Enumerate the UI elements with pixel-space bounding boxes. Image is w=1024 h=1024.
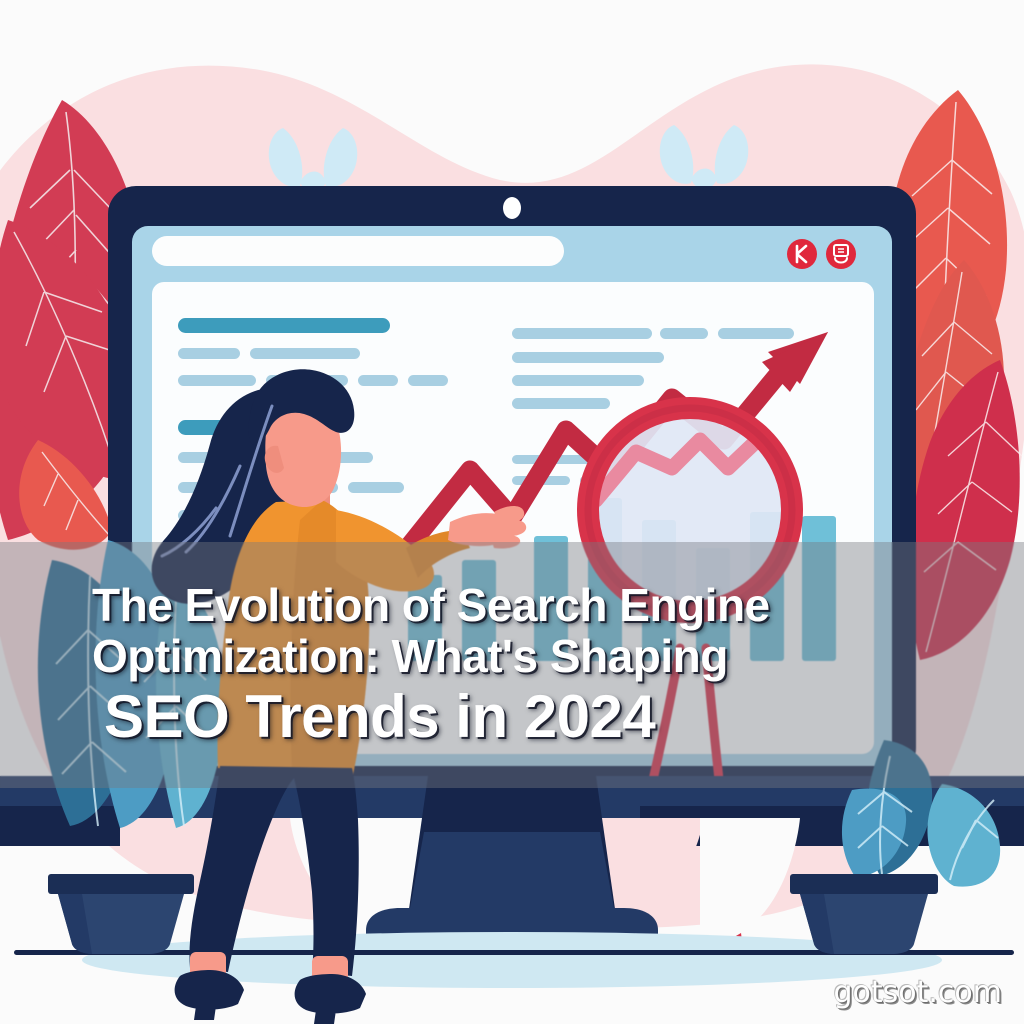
- potted-plant-right-rim: [790, 874, 938, 894]
- floor-line: [14, 950, 1014, 955]
- webcam-dot-icon: [503, 197, 521, 219]
- search-input[interactable]: [152, 236, 564, 266]
- content-right-lines: [512, 328, 794, 485]
- title-line-1: The Evolution of Search Engine: [92, 578, 770, 631]
- monitor-stand-shade: [406, 832, 618, 930]
- desk-top-band-dark-2: [0, 806, 120, 846]
- desk-white-accent-2: [700, 818, 800, 946]
- floor-shadow: [82, 932, 942, 988]
- badge-icon-left[interactable]: [787, 239, 817, 269]
- potted-plant-right-pot: [800, 894, 928, 954]
- potted-plant-left-pot-shade: [58, 894, 94, 954]
- woman-pants: [189, 766, 359, 976]
- potted-plant-right-pot-shade: [800, 894, 836, 954]
- woman-shoe-left: [174, 970, 244, 1020]
- title-line-3: SEO Trends in 2024: [104, 683, 656, 751]
- woman-shoe-right: [294, 974, 366, 1024]
- woman-ear: [264, 445, 284, 473]
- title-overlay-band: The Evolution of Search Engine Optimizat…: [0, 542, 1024, 788]
- red-leaf-small-left-icon: [19, 440, 113, 550]
- sprout-right-icon: [659, 125, 749, 190]
- potted-plant-left-rim: [48, 874, 194, 894]
- woman-hair-front: [248, 369, 355, 446]
- title-line-2: Optimization: What's Shaping: [92, 630, 728, 683]
- watermark: gotsot.com: [833, 975, 1002, 1010]
- badge-icon-right[interactable]: [826, 239, 856, 269]
- sprout-left-icon: [268, 128, 358, 193]
- woman-hand: [448, 506, 527, 549]
